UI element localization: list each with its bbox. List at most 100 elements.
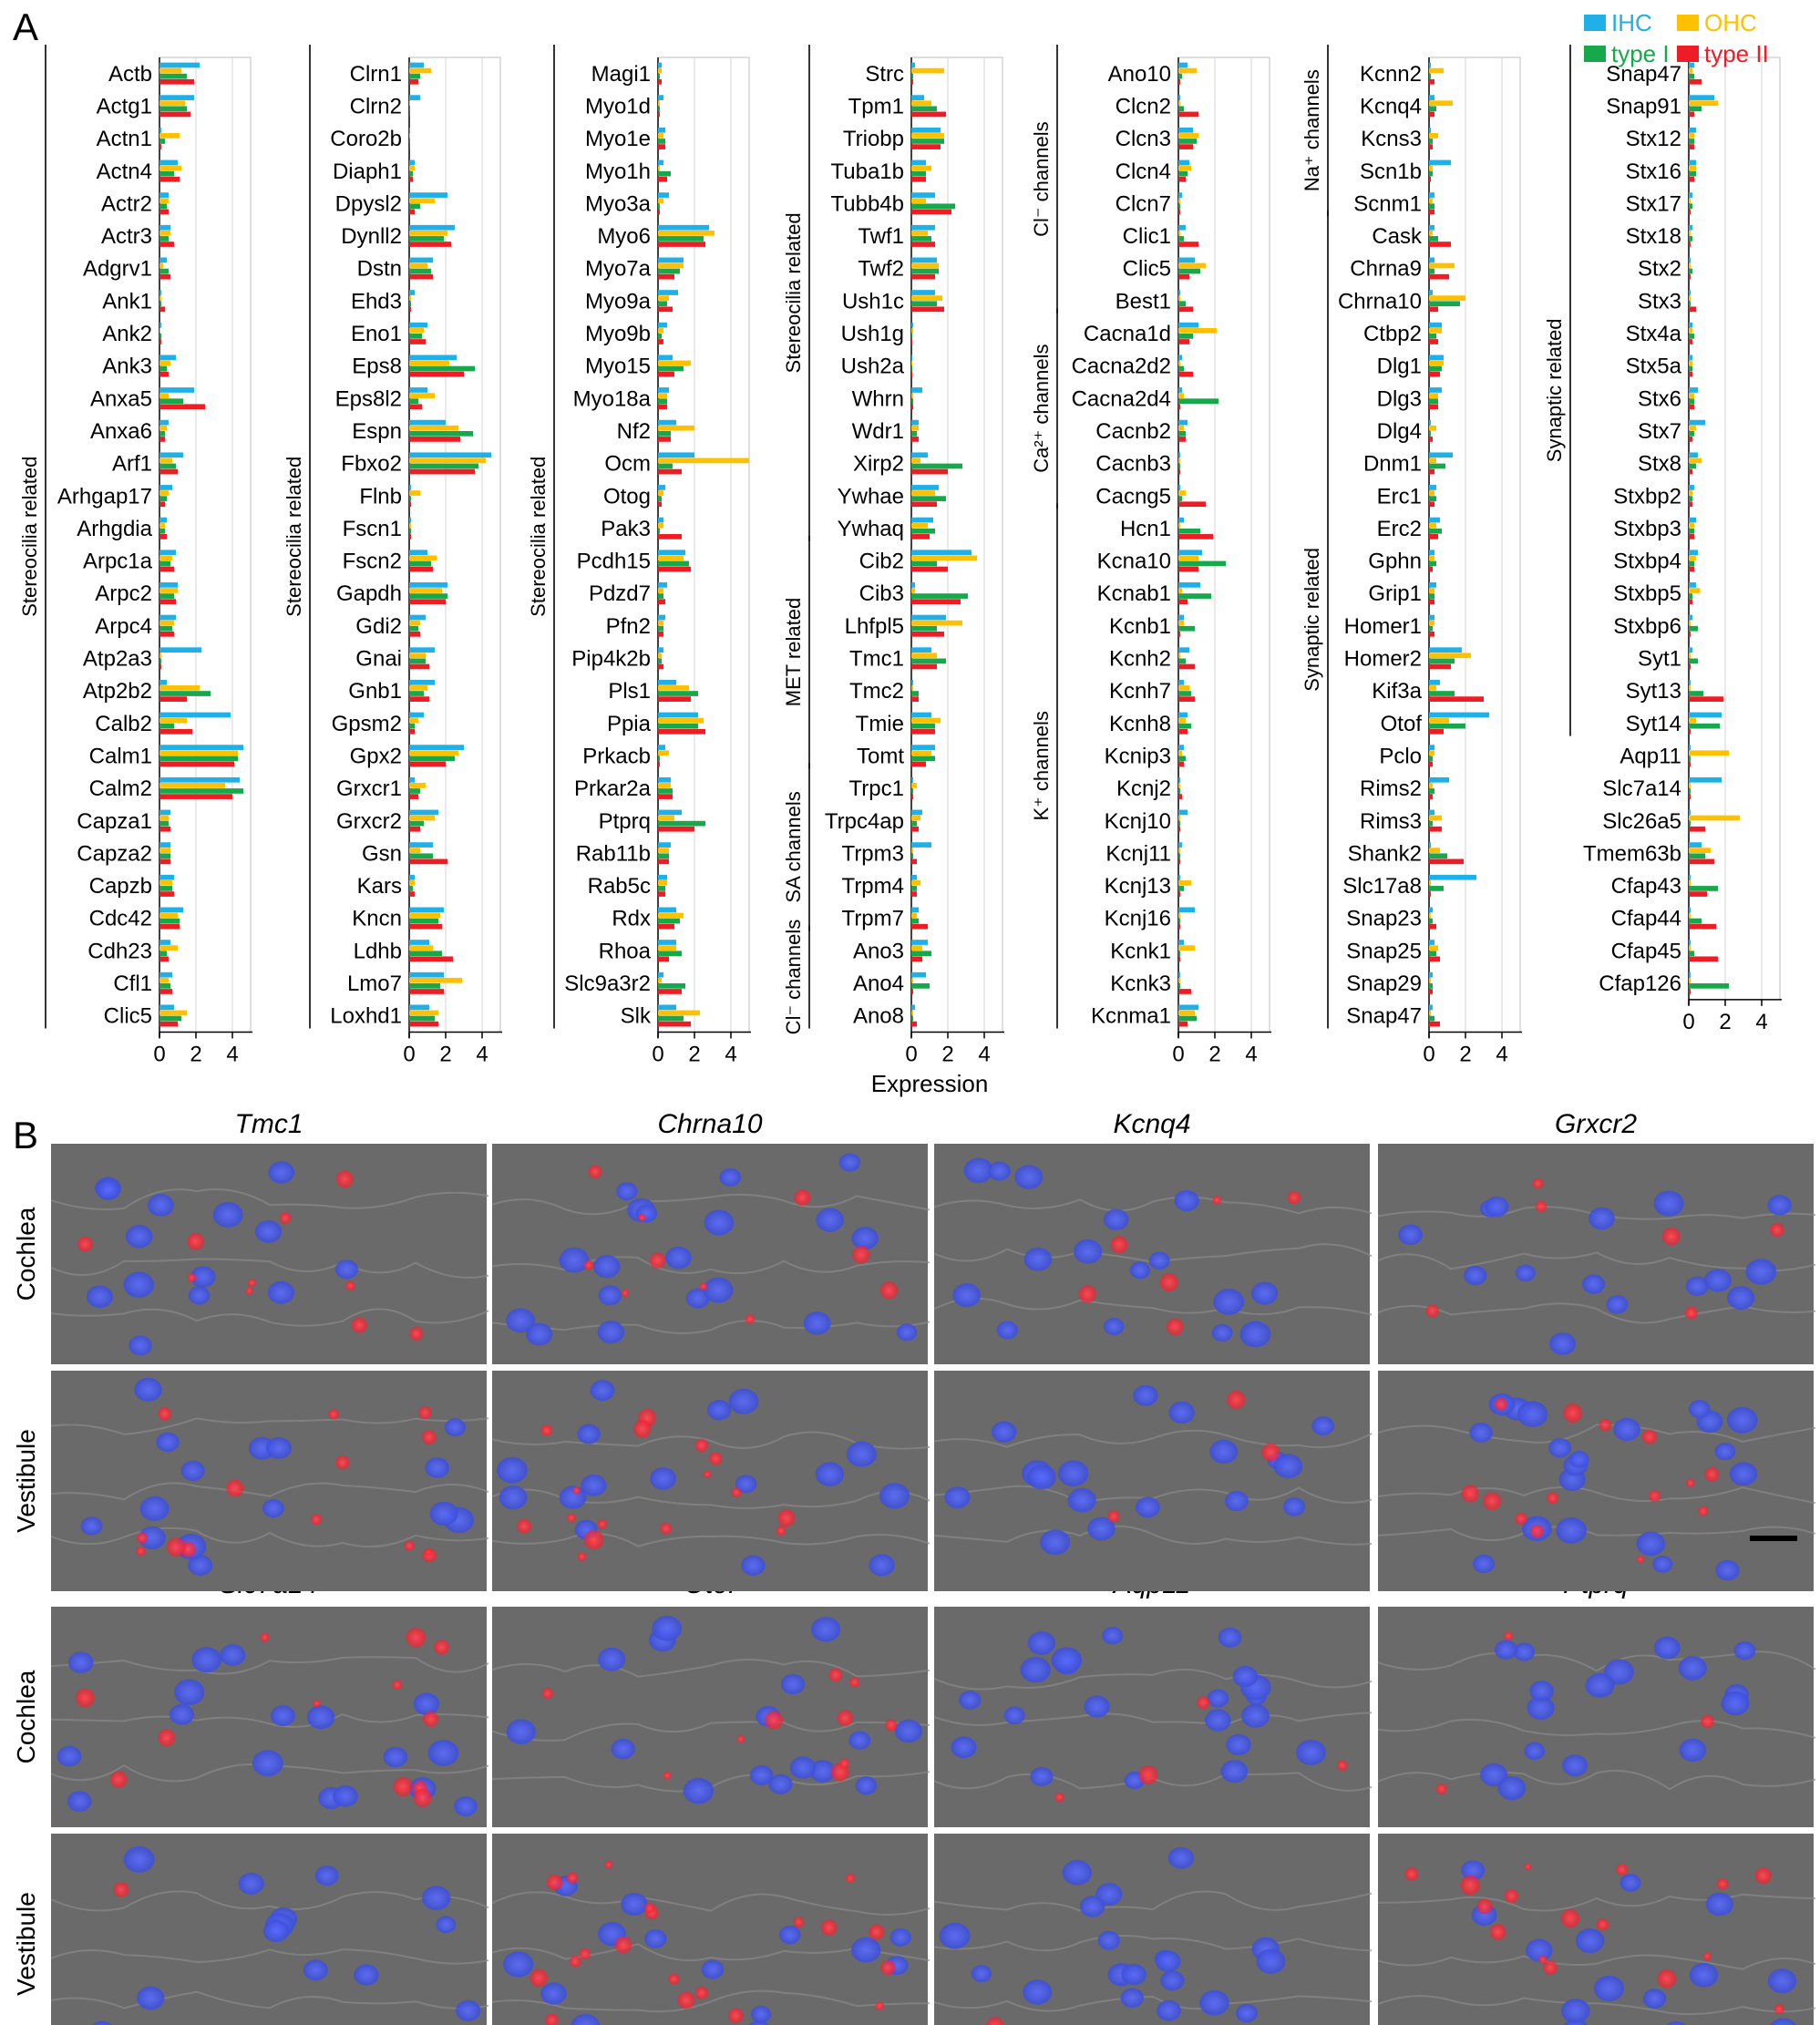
bar-ihc xyxy=(159,679,167,685)
bar-type-ii xyxy=(1178,111,1198,118)
nucleus xyxy=(879,1483,910,1509)
gene-label: Fbxo2 xyxy=(341,452,402,477)
nucleus xyxy=(1057,1460,1089,1486)
nucleus xyxy=(1157,1999,1181,2021)
gene-label: Tubb4b xyxy=(830,191,904,216)
bar-ohc xyxy=(409,230,447,236)
bar-type-ii xyxy=(1689,566,1694,572)
bar-type-i xyxy=(911,756,935,762)
bar-ohc xyxy=(1429,555,1434,561)
bar-type-ii xyxy=(911,728,935,735)
bar-type-i xyxy=(1429,658,1455,664)
tissue-contour xyxy=(50,1308,489,1327)
bar-type-i xyxy=(1178,691,1191,696)
nucleus xyxy=(1515,1264,1536,1282)
bar-ohc xyxy=(911,620,962,626)
gene-label: Stx8 xyxy=(1638,452,1681,477)
bar-type-i xyxy=(658,593,663,599)
gene-label: Ocm xyxy=(604,452,651,477)
bar-ohc xyxy=(911,653,937,659)
bar-type-ii xyxy=(1429,599,1434,605)
bar-type-ii xyxy=(1429,534,1438,540)
group-label: MET related xyxy=(782,598,805,706)
bar-ihc xyxy=(1178,257,1195,263)
nucleus xyxy=(780,1673,806,1695)
bar-type-i xyxy=(1689,788,1691,794)
bar-ihc xyxy=(658,874,667,880)
nucleus xyxy=(1102,1627,1123,1645)
bar-ohc xyxy=(1429,198,1433,204)
bar-type-ii xyxy=(159,858,170,865)
nucleus xyxy=(851,1227,879,1250)
micrograph xyxy=(491,1371,931,1591)
signal-punctum xyxy=(1138,1765,1158,1784)
gene-label: Kcnj2 xyxy=(1116,776,1171,801)
bar-type-ii xyxy=(409,663,429,670)
bar-ohc xyxy=(1689,457,1702,464)
bar-type-ii xyxy=(409,534,411,540)
gene-label: Arhgdia xyxy=(77,517,152,541)
bar-ihc xyxy=(1689,809,1691,816)
nucleus xyxy=(963,1157,993,1184)
bar-type-i xyxy=(409,106,410,112)
bar-type-ii xyxy=(911,371,912,377)
bar-ohc xyxy=(1178,425,1184,431)
nucleus xyxy=(590,1380,615,1402)
signal-punctum xyxy=(1599,1418,1612,1432)
nucleus xyxy=(1585,1672,1615,1698)
nucleus xyxy=(803,1311,831,1335)
bar-ohc xyxy=(1689,879,1691,886)
gene-label: Pak3 xyxy=(601,517,651,541)
legend-label: IHC xyxy=(1611,9,1652,36)
bar-type-i xyxy=(1429,73,1431,79)
bar-ohc xyxy=(911,977,913,983)
chart-column-5: 0 2 4Ano10Clcn2Clcn3Clcn4Clcn7Clic1Clic5Be… xyxy=(1030,45,1271,1067)
nucleus xyxy=(139,1496,170,1521)
nucleus xyxy=(971,1965,992,1983)
gene-label: Kcnip3 xyxy=(1105,744,1171,768)
bar-type-ii xyxy=(1178,761,1184,767)
signal-punctum xyxy=(837,1710,854,1727)
gene-label: Ywhaq xyxy=(838,517,904,541)
bar-type-i xyxy=(911,73,913,79)
bar-type-i xyxy=(1429,691,1455,696)
bar-type-ii xyxy=(409,437,460,442)
bar-type-i xyxy=(658,788,673,794)
bar-type-i xyxy=(658,170,671,177)
group-label: Stereocilia related xyxy=(18,457,41,617)
bar-ihc xyxy=(911,776,913,783)
nucleus xyxy=(1213,1289,1245,1315)
nucleus xyxy=(57,1745,82,1767)
nucleus xyxy=(1084,1695,1110,1718)
tissue-contour xyxy=(933,1668,1373,1691)
bar-type-ii xyxy=(159,306,165,313)
bar-type-i xyxy=(1689,723,1720,729)
bar-type-ii xyxy=(1429,794,1433,799)
signal-punctum xyxy=(1435,1783,1447,1794)
bar-ohc xyxy=(409,198,435,204)
signal-punctum xyxy=(820,1919,838,1937)
signal-punctum xyxy=(1532,1177,1544,1189)
bar-ihc xyxy=(658,419,676,426)
gene-label: Twf1 xyxy=(858,224,904,249)
nucleus xyxy=(1548,1438,1572,1458)
nucleus xyxy=(988,1161,1011,1181)
bar-ohc xyxy=(658,555,684,561)
bar-type-ii xyxy=(658,306,673,313)
bar-ihc xyxy=(658,290,678,295)
bar-ihc xyxy=(159,485,172,490)
bar-ohc xyxy=(1689,977,1691,983)
bar-ohc xyxy=(1429,912,1431,919)
gene-label: Gnb1 xyxy=(348,679,402,704)
bar-type-ii xyxy=(658,111,660,118)
signal-punctum xyxy=(828,1668,843,1682)
gene-label: Tmem63b xyxy=(1583,841,1681,866)
x-tick-label: 0 xyxy=(1682,1010,1694,1034)
bar-type-i xyxy=(911,983,930,989)
bar-type-i xyxy=(1178,756,1186,762)
bar-type-ii xyxy=(1178,728,1188,735)
bar-ohc xyxy=(658,750,669,756)
nucleus xyxy=(1582,1274,1605,1294)
nucleus xyxy=(1155,1950,1181,1972)
bar-ohc xyxy=(159,230,170,236)
